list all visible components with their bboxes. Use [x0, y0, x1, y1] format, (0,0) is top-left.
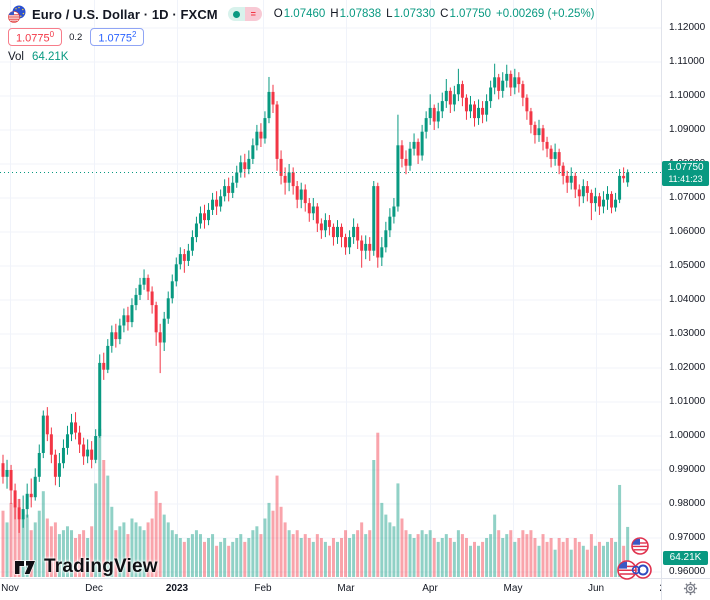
change-value: +0.00269 (+0.25%) [496, 8, 595, 20]
price-axis-label: 1.05000 [669, 260, 706, 271]
tradingview-watermark[interactable]: TradingView [14, 556, 158, 578]
open-label: O [273, 8, 283, 20]
axis-settings-gear-icon[interactable] [683, 581, 698, 596]
eurusd-pair-icon [8, 5, 26, 23]
high-value: 1.07838 [339, 8, 382, 20]
ohlc-readout: O1.07460 H1.07838 L1.07330 C1.07750 +0.0… [274, 8, 595, 20]
price-axis-label: 1.06000 [669, 226, 706, 237]
symbol-title[interactable]: Euro / U.S. Dollar · 1D · FXCM [32, 6, 218, 22]
price-axis-label: 0.97000 [669, 532, 706, 543]
current-price-tag: 1.07750 11:41:23 [662, 160, 709, 186]
volume-value: 64.21K [32, 51, 69, 63]
spread-value: 0.2 [69, 31, 83, 43]
event-cluster-icons [617, 560, 652, 580]
market-status-buttons[interactable]: = [227, 7, 262, 21]
open-value: 1.07460 [283, 8, 326, 20]
us-flag-event-icon [631, 537, 649, 555]
price-axis-label: 1.12000 [669, 22, 706, 33]
price-axis-label: 1.11000 [669, 56, 705, 67]
volume-axis-tag: 64.21K [663, 551, 708, 565]
price-axis-label: 1.10000 [669, 90, 706, 101]
close-label: C [440, 8, 449, 20]
time-axis-label: Apr [422, 583, 438, 594]
time-axis-label: May [503, 583, 523, 594]
market-open-dot-icon[interactable] [227, 7, 245, 21]
current-price-value: 1.07750 [667, 161, 704, 173]
tradingview-watermark-text: TradingView [44, 556, 158, 577]
price-axis-label: 1.00000 [669, 430, 706, 441]
price-axis[interactable]: 1.120001.110001.100001.090001.080001.070… [661, 0, 710, 578]
close-value: 1.07750 [449, 8, 492, 20]
bid-pip: 0 [49, 29, 55, 39]
high-label: H [330, 8, 339, 20]
time-axis-label: 2023 [165, 583, 189, 594]
price-axis-label: 0.98000 [669, 498, 706, 509]
economic-event-markers[interactable] [614, 536, 658, 582]
time-axis[interactable]: NovDec2023FebMarAprMayJun20 [0, 578, 670, 600]
tradingview-logo-icon [14, 559, 36, 575]
ask-pip: 2 [131, 29, 137, 39]
price-axis-label: 1.04000 [669, 294, 706, 305]
low-value: 1.07330 [393, 8, 436, 20]
time-axis-label: Jun [587, 583, 605, 594]
sell-bid-button[interactable]: 1.07750 [8, 27, 63, 47]
price-axis-label: 1.07000 [669, 192, 706, 203]
time-axis-label: Dec [85, 583, 103, 594]
notification-pill-icon[interactable]: = [244, 7, 262, 21]
price-axis-label: 0.96000 [669, 566, 706, 577]
time-axis-label: Nov [1, 583, 19, 594]
time-axis-label: Mar [337, 583, 355, 594]
price-axis-label: 1.03000 [669, 328, 706, 339]
bar-countdown: 11:41:23 [668, 173, 703, 184]
buy-ask-button[interactable]: 1.07752 [90, 27, 145, 47]
time-axis-label: Feb [254, 583, 272, 594]
price-axis-label: 1.01000 [669, 396, 706, 407]
low-label: L [386, 8, 393, 20]
chart-legend: Euro / U.S. Dollar · 1D · FXCM = O1.0746… [8, 4, 595, 63]
volume-label: Vol [8, 51, 24, 63]
ask-price: 1.0775 [98, 32, 132, 45]
price-axis-label: 1.09000 [669, 124, 706, 135]
price-axis-label: 0.99000 [669, 464, 706, 475]
price-axis-label: 1.02000 [669, 362, 706, 373]
bid-price: 1.0775 [16, 32, 50, 45]
